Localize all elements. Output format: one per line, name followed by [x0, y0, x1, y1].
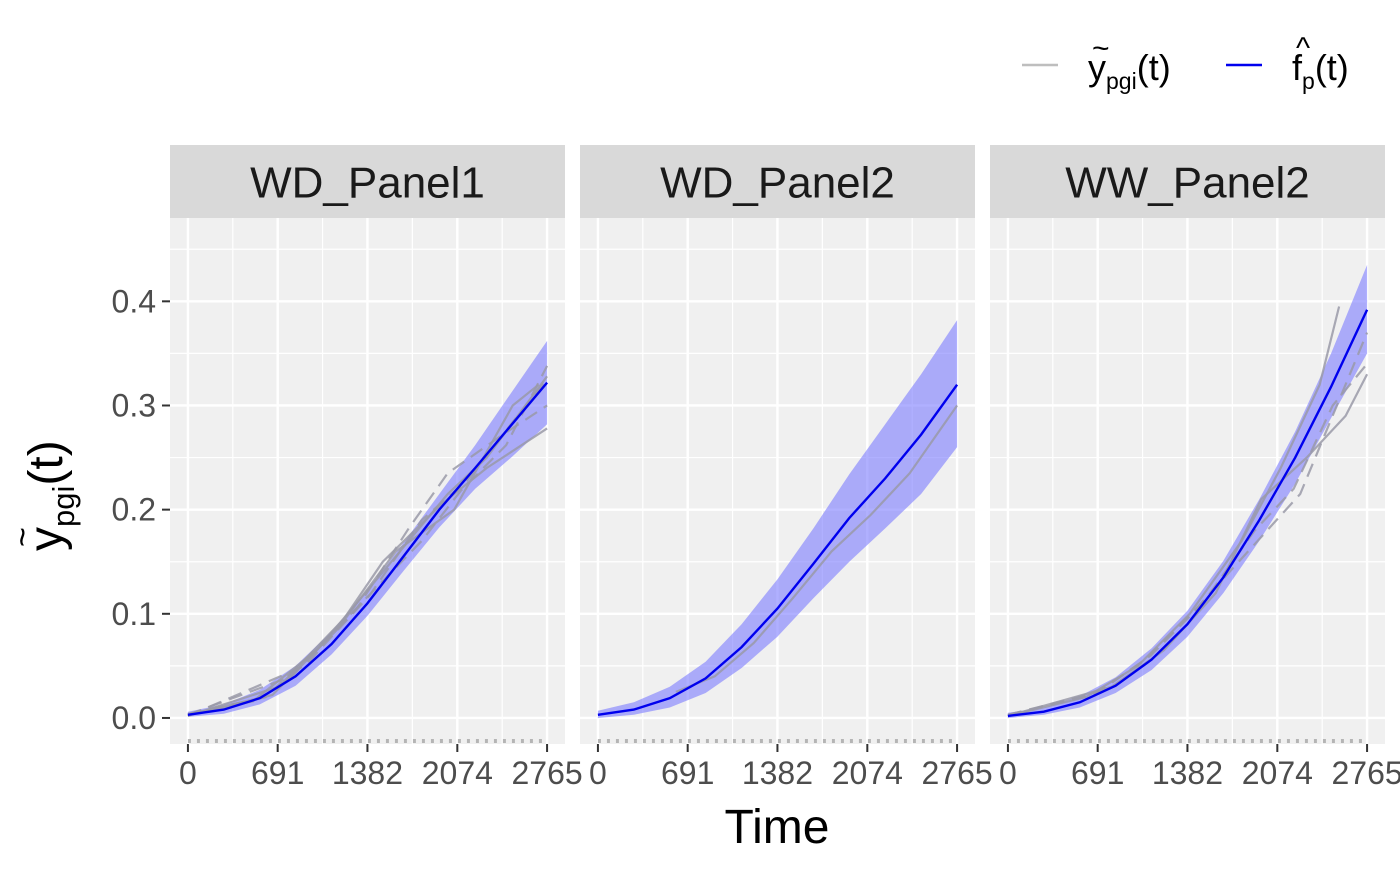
- legend-label: ypgi(t): [1088, 47, 1171, 94]
- x-axis-title: Time: [725, 801, 830, 854]
- y-tick-label: 0.1: [112, 596, 156, 632]
- panel-WD_Panel2: WD_Panel2 0 691 1382 2074 2765: [580, 145, 993, 791]
- fitted-line: [597, 383, 959, 716]
- x-tick-label: 2765: [1331, 755, 1400, 791]
- observed-line: [187, 378, 548, 717]
- x-tick-label: 691: [1071, 755, 1124, 791]
- legend-label-subscript: p: [1302, 68, 1315, 94]
- x-tick-label: 2765: [921, 755, 992, 791]
- panel-WW_Panel2: WW_Panel2 0 691 1382 2074 2765: [990, 145, 1400, 791]
- legend-label-base: f: [1292, 47, 1303, 88]
- x-tick-label: 1382: [742, 755, 813, 791]
- x-tick-label: 691: [251, 755, 304, 791]
- fitted-line: [187, 381, 549, 716]
- legend-label-base: y: [1088, 47, 1106, 88]
- y-tick-label: 0.4: [112, 283, 156, 319]
- y-axis-title-accent: ~: [4, 527, 42, 547]
- strip-background: [580, 145, 975, 218]
- x-tick-label: 0: [589, 755, 607, 791]
- fitted-line: [1007, 309, 1369, 718]
- y-tick-label: 0.0: [112, 700, 156, 736]
- legend-label: fp(t): [1292, 47, 1349, 94]
- confidence-band: [1007, 264, 1368, 718]
- x-tick-label: 0: [999, 755, 1017, 791]
- x-tick-label: 1382: [1152, 755, 1223, 791]
- strip-background: [990, 145, 1385, 218]
- confidence-band: [597, 320, 958, 718]
- panel-WD_Panel1: WD_Panel1 0 691 1382 2074 2765: [170, 145, 583, 791]
- strip-label: WW_Panel2: [1065, 159, 1310, 208]
- x-tick-label: 2765: [511, 755, 582, 791]
- observed-line: [1007, 332, 1369, 716]
- legend-label-subscript: pgi: [1106, 68, 1137, 94]
- legend: ypgi(t)~ fp(t)^: [1022, 32, 1349, 94]
- legend-label-suffix: (t): [1137, 47, 1171, 88]
- strip-background: [170, 145, 565, 218]
- x-tick-label: 691: [661, 755, 714, 791]
- observed-line: [1007, 373, 1369, 717]
- y-axis-title-text-base: y: [20, 527, 73, 551]
- observed-line: [187, 383, 540, 716]
- x-tick-label: 2074: [1242, 755, 1313, 791]
- x-tick-label: 1382: [332, 755, 403, 791]
- legend-label-accent: ^: [1296, 32, 1310, 65]
- y-axis-title-text: ypgi(t): [20, 440, 81, 551]
- x-tick-label: 2074: [422, 755, 493, 791]
- y-tick-label: 0.3: [112, 387, 156, 423]
- strip-label: WD_Panel2: [660, 159, 895, 208]
- x-tick-label: 2074: [832, 755, 903, 791]
- y-tick-label: 0.2: [112, 492, 156, 528]
- legend-label-suffix: (t): [1315, 47, 1349, 88]
- y-axis-title-text-suffix: (t): [20, 440, 73, 485]
- observed-line: [675, 404, 959, 693]
- strip-label: WD_Panel1: [250, 159, 485, 208]
- x-tick-label: 0: [179, 755, 197, 791]
- legend-label-accent: ~: [1092, 32, 1110, 65]
- y-axis-title: ypgi(t)~: [4, 440, 81, 551]
- y-axis-title-text-subscript: pgi: [46, 486, 81, 527]
